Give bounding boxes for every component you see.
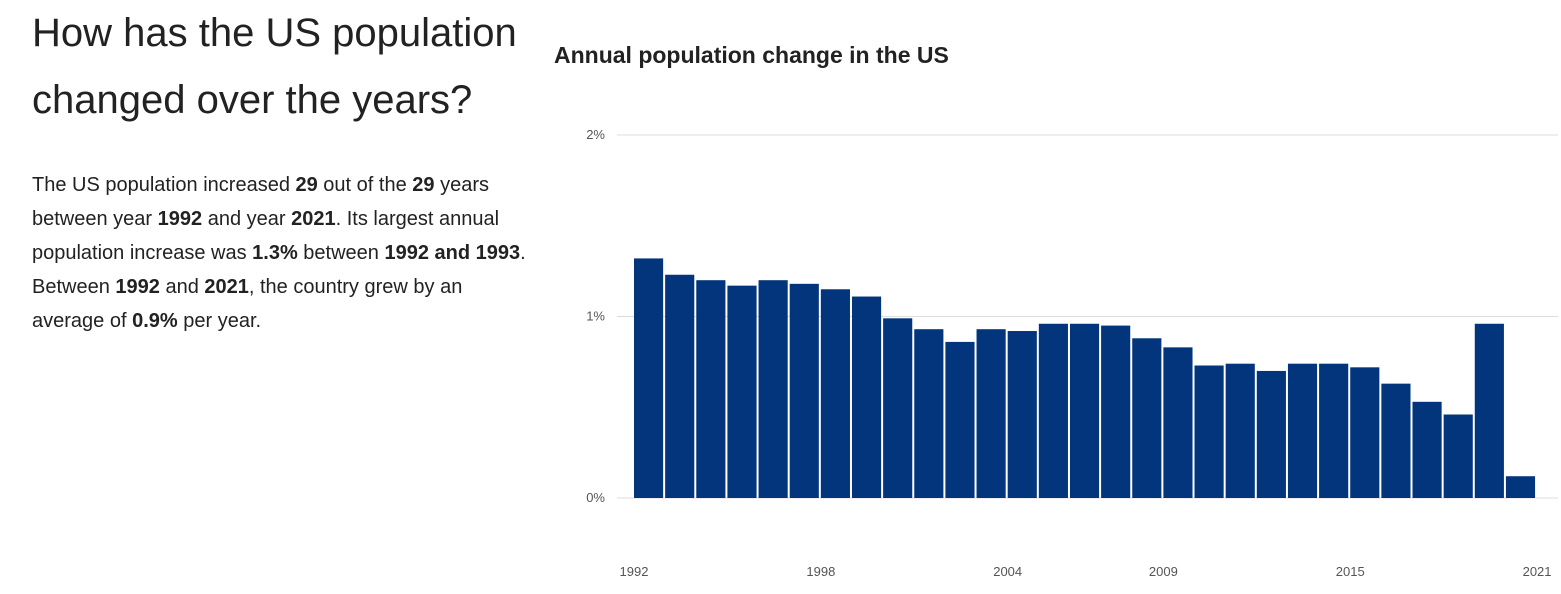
- summary-increase-count: 29: [295, 174, 318, 196]
- bar: [1132, 338, 1162, 498]
- bar: [1007, 331, 1037, 498]
- summary-end-year: 2021: [291, 208, 336, 230]
- summary-text-part: . Between: [32, 242, 526, 298]
- bar: [1069, 323, 1100, 498]
- x-tick-label: 2021: [1523, 564, 1552, 579]
- summary-text-part: and: [159, 276, 205, 298]
- x-tick-label: 1992: [620, 564, 649, 579]
- bar: [696, 280, 726, 498]
- bar: [665, 274, 695, 498]
- bar: [634, 258, 664, 498]
- bar: [851, 296, 882, 498]
- bar: [1505, 476, 1536, 498]
- summary-text-part: per year.: [177, 310, 262, 332]
- bar: [1038, 323, 1068, 498]
- y-tick-label: 1%: [586, 309, 605, 324]
- bar: [1443, 414, 1473, 498]
- summary-range-start: 1992: [115, 276, 160, 298]
- y-tick-label: 0%: [586, 490, 605, 505]
- bar: [727, 285, 757, 498]
- bar: [1350, 367, 1380, 498]
- bar: [820, 289, 850, 498]
- summary-text-part: between: [297, 242, 385, 264]
- bar: [1319, 363, 1349, 498]
- bar: [1101, 325, 1131, 498]
- bar: [1287, 363, 1318, 498]
- summary-text-part: . Its largest annual population increase…: [32, 208, 500, 264]
- bar: [883, 318, 913, 498]
- x-tick-label: 2009: [1149, 564, 1178, 579]
- chart-title: Annual population change in the US: [554, 42, 949, 68]
- summary-text-part: years between year: [32, 174, 489, 230]
- page-headline: How has the US population changed over t…: [32, 11, 517, 122]
- summary-range-end: 2021: [204, 276, 249, 298]
- summary-text-part: and year: [202, 208, 292, 230]
- y-tick-label: 2%: [586, 127, 605, 142]
- summary-total-years: 29: [412, 174, 435, 196]
- summary-text: The US population increased 29 out of th…: [32, 168, 527, 338]
- bar: [1225, 363, 1255, 498]
- bar: [976, 329, 1006, 498]
- bar: [1381, 383, 1411, 498]
- bar: [914, 329, 944, 498]
- bar: [1256, 370, 1286, 498]
- summary-text-part: The US population increased: [32, 174, 296, 196]
- summary-start-year: 1992: [157, 208, 203, 230]
- summary-text-part: , the country grew by an average of: [32, 276, 463, 332]
- bar: [1163, 347, 1193, 498]
- bar: [945, 341, 975, 498]
- bar: [758, 280, 788, 498]
- bar: [1474, 323, 1504, 498]
- summary-max-increase: 1.3%: [252, 242, 298, 264]
- narrative-panel: How has the US population changed over t…: [32, 0, 527, 338]
- summary-text-part: out of the: [317, 174, 413, 196]
- x-tick-label: 2004: [993, 564, 1022, 579]
- x-tick-label: 1998: [806, 564, 835, 579]
- x-tick-label: 2015: [1336, 564, 1365, 579]
- bar: [1194, 365, 1224, 498]
- summary-average-growth: 0.9%: [132, 310, 178, 332]
- summary-max-range: 1992 and 1993: [384, 242, 521, 264]
- bar: [789, 283, 819, 498]
- bar: [1412, 401, 1442, 498]
